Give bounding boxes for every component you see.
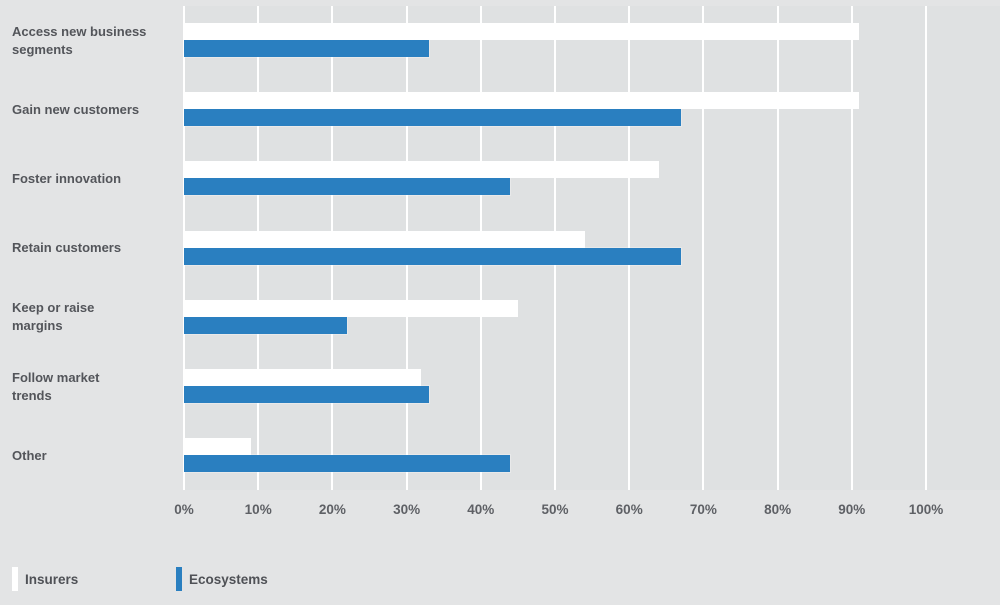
legend-item-ecosystems: Ecosystems	[176, 566, 268, 592]
x-tick-label: 40%	[467, 502, 495, 517]
ecosystems-bar	[184, 455, 511, 473]
plot-area	[183, 6, 1000, 490]
insurers-bar	[184, 161, 659, 179]
ecosystems-bar	[184, 316, 348, 334]
category-row	[184, 144, 1000, 213]
gridline	[925, 6, 927, 490]
ecosystems-bar	[184, 178, 511, 196]
insurers-bar	[184, 299, 518, 317]
legend-label: Ecosystems	[189, 571, 268, 587]
category-labels-column: Access new business segments Gain new cu…	[12, 6, 172, 490]
category-label: Gain new customers	[12, 101, 140, 117]
legend: Insurers Ecosystems	[0, 566, 1000, 596]
insurers-bar	[184, 230, 585, 248]
x-tick-label: 30%	[393, 502, 421, 517]
ecosystems-bar	[184, 40, 429, 57]
gridline	[702, 6, 705, 490]
ecosystems-bar	[184, 109, 682, 127]
category-row	[184, 75, 1000, 144]
x-tick-label: 0%	[174, 502, 194, 517]
category-label: Follow market trends	[12, 369, 100, 403]
category-label: Retain customers	[12, 240, 122, 256]
insurers-bar	[184, 92, 860, 110]
category-row	[184, 6, 1000, 75]
category-label: Other	[12, 447, 47, 463]
category-row	[184, 283, 1000, 352]
gridline	[776, 6, 779, 490]
ecosystems-swatch	[176, 567, 182, 591]
insurers-bar	[184, 23, 860, 40]
x-tick-label: 50%	[541, 502, 569, 517]
legend-item-insurers: Insurers	[12, 566, 78, 592]
x-tick-label: 70%	[689, 502, 717, 517]
category-row	[184, 421, 1000, 490]
x-tick-label: 100%	[908, 502, 944, 517]
ecosystems-bar	[184, 386, 429, 403]
category-label: Access new business segments	[12, 23, 147, 57]
x-tick-label: 60%	[615, 502, 643, 517]
x-tick-label: 20%	[318, 502, 346, 517]
legend-label: Insurers	[25, 571, 79, 587]
insurers-swatch	[12, 567, 18, 591]
insurers-bar	[184, 369, 422, 386]
x-axis: 0% 10% 20% 30% 40% 50% 60% 70% 80% 90% 1…	[174, 502, 1000, 522]
insurers-bar	[184, 438, 251, 456]
category-row	[184, 352, 1000, 421]
x-tick-label: 10%	[244, 502, 272, 517]
gridline	[850, 6, 853, 490]
category-label: Keep or raise margins	[12, 300, 95, 334]
category-label: Foster innovation	[12, 170, 122, 186]
ecosystems-bar	[184, 247, 682, 265]
x-tick-label: 90%	[838, 502, 866, 517]
category-row	[184, 214, 1000, 283]
x-tick-label: 80%	[764, 502, 792, 517]
